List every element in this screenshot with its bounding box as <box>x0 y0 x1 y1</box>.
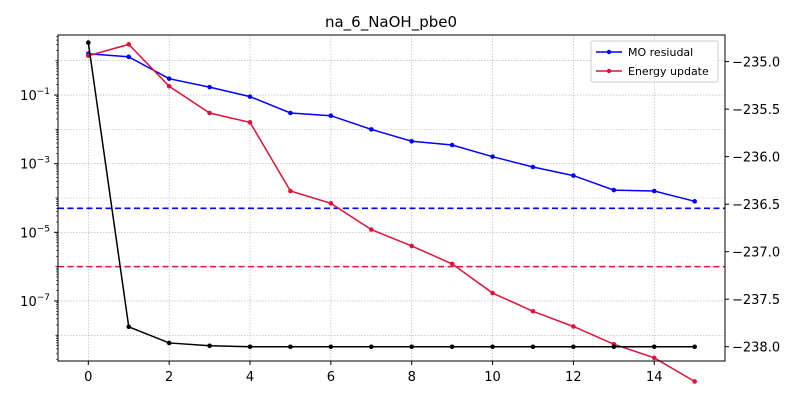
data-point-energy-update <box>692 379 697 384</box>
data-point-energy-update <box>490 290 495 296</box>
data-point-energy-total <box>86 40 91 45</box>
data-point-energy-total <box>490 344 495 350</box>
x-tick-label: 8 <box>408 370 416 385</box>
data-point-energy-total <box>692 344 697 350</box>
data-point-energy-update <box>247 120 253 125</box>
series-line-energy-update <box>88 43 696 383</box>
data-point-energy-update <box>409 243 415 249</box>
right-y-tick-label: −238.0 <box>732 341 780 356</box>
data-point-mo-resiudal <box>166 76 172 81</box>
data-point-energy-total <box>571 344 576 350</box>
left-y-tick-label: 10−5 <box>20 224 50 241</box>
right-y-tick-label: −236.5 <box>732 198 780 213</box>
x-tick-label: 4 <box>246 370 254 385</box>
data-point-energy-update <box>166 83 172 89</box>
data-point-energy-update <box>449 261 455 267</box>
left-y-tick-label: 10−7 <box>20 293 50 310</box>
x-tick-label: 14 <box>646 370 663 385</box>
data-point-mo-resiudal <box>207 84 212 90</box>
data-point-energy-total <box>368 344 374 350</box>
data-point-mo-resiudal <box>571 173 576 178</box>
data-point-mo-resiudal <box>692 199 697 204</box>
right-y-tick-label: −237.5 <box>732 293 780 308</box>
data-point-energy-total <box>247 344 253 350</box>
data-point-energy-total <box>409 344 415 350</box>
chart-title: na_6_NaOH_pbe0 <box>325 13 457 32</box>
data-point-energy-total <box>207 343 212 349</box>
left-y-tick-label: 10−1 <box>20 87 50 104</box>
data-point-energy-update <box>530 308 536 314</box>
x-tick-label: 2 <box>165 370 173 385</box>
data-point-energy-update <box>288 188 293 194</box>
right-y-tick-label: −235.0 <box>732 56 780 71</box>
data-point-mo-resiudal <box>490 154 495 159</box>
threshold-lines <box>58 207 725 268</box>
series-layer <box>86 40 697 384</box>
data-point-energy-total <box>611 344 617 350</box>
data-point-mo-resiudal <box>126 54 132 60</box>
x-tick-label: 12 <box>565 370 582 385</box>
data-point-energy-total <box>166 340 172 346</box>
data-point-energy-update <box>571 324 576 329</box>
legend-marker-mo <box>606 49 612 55</box>
data-point-energy-update <box>368 227 374 232</box>
legend-label-energy: Energy update <box>628 65 709 78</box>
data-point-energy-update <box>651 355 657 361</box>
data-point-mo-resiudal <box>530 164 536 170</box>
right-y-tick-label: −237.0 <box>732 246 780 261</box>
data-point-energy-update <box>126 42 132 47</box>
right-y-tick-label: −236.0 <box>732 151 780 166</box>
data-point-mo-resiudal <box>247 94 253 99</box>
left-y-tick-label: 10−3 <box>20 156 50 173</box>
data-point-mo-resiudal <box>328 113 334 119</box>
data-point-energy-update <box>207 110 212 116</box>
data-point-energy-total <box>651 344 657 350</box>
x-tick-label: 6 <box>327 370 335 385</box>
data-point-energy-total <box>530 344 536 350</box>
x-tick-label: 10 <box>484 370 501 385</box>
data-point-mo-resiudal <box>288 110 293 116</box>
data-point-energy-update <box>328 201 334 206</box>
grid-lines <box>58 35 725 361</box>
data-point-mo-resiudal <box>651 188 657 194</box>
data-point-mo-resiudal <box>409 138 415 144</box>
data-point-mo-resiudal <box>611 187 617 193</box>
legend-label-mo: MO resiudal <box>628 46 693 59</box>
x-tick-label: 0 <box>84 370 92 385</box>
legend-marker-energy <box>606 68 612 74</box>
data-point-energy-total <box>449 344 455 350</box>
right-y-tick-label: −235.5 <box>732 103 780 118</box>
data-point-energy-total <box>126 324 132 330</box>
data-point-energy-total <box>328 344 334 350</box>
axes: 0 2 4 6 8 10 12 14 10−1 10−3 10−5 10−7 −235.0 −235.5 −… <box>20 36 780 385</box>
legend-box <box>590 40 719 83</box>
series-line-mo-resiudal <box>88 52 695 203</box>
data-point-energy-total <box>288 344 293 350</box>
data-point-mo-resiudal <box>368 127 374 132</box>
data-point-mo-resiudal <box>449 142 455 148</box>
legend: MO resiudal Energy update <box>590 40 719 83</box>
series-line-energy-total <box>87 42 695 348</box>
